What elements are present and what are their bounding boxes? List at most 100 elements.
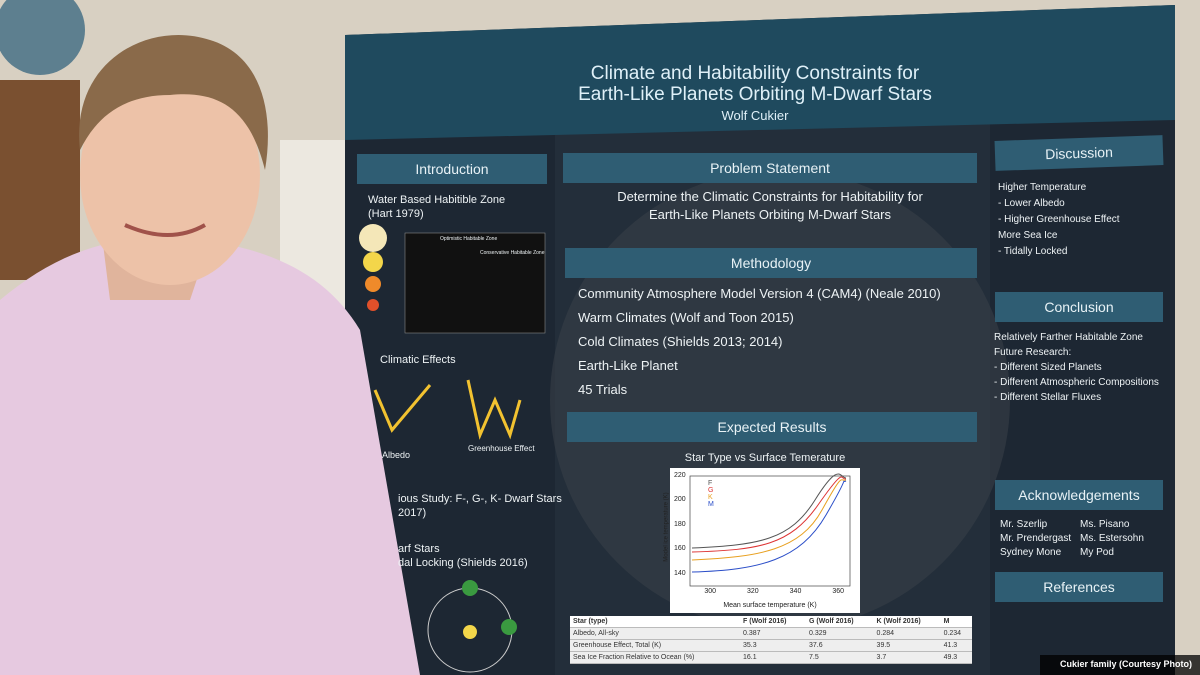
y-tick-label: 200 bbox=[674, 496, 686, 504]
orbit-star bbox=[463, 625, 477, 639]
curve-k bbox=[691, 479, 847, 561]
shirt bbox=[0, 237, 420, 675]
discussion-line: Higher Temperature bbox=[998, 182, 1087, 193]
figure-label: Conservative Habitable Zone bbox=[480, 250, 545, 256]
section-heading: References bbox=[995, 572, 1163, 602]
smile bbox=[124, 223, 206, 237]
intro-item: (Hart 1979) bbox=[368, 208, 424, 220]
earth-image bbox=[550, 170, 1010, 630]
table-cell: 39.5 bbox=[873, 639, 941, 652]
method-item: Warm Climates (Wolf and Toon 2015) bbox=[578, 310, 794, 325]
method-item: Community Atmosphere Model Version 4 (CA… bbox=[578, 286, 941, 301]
section-heading: Introduction bbox=[357, 154, 547, 184]
table-header: G (Wolf 2016) bbox=[806, 616, 874, 628]
table-cell: 3.7 bbox=[873, 651, 941, 664]
problem-line: Earth-Like Planets Orbiting M-Dwarf Star… bbox=[648, 207, 892, 222]
curve-m bbox=[691, 480, 847, 573]
discussion-line: More Sea Ice bbox=[998, 230, 1058, 241]
x-label: Mean surface temperature (K) bbox=[723, 602, 817, 609]
table-row: Sea Ice Fraction Relative to Ocean (%) 16… bbox=[570, 651, 972, 664]
credit-bg bbox=[1040, 655, 1200, 675]
section-heading: Problem Statement bbox=[563, 153, 977, 183]
table-row: Greenhouse Effect, Total (K) 35.3 37.6 39.5… bbox=[570, 639, 972, 652]
star-f bbox=[359, 224, 387, 252]
table-cell: 0.284 bbox=[873, 627, 941, 640]
conclusion-list: Relatively Farther Habitable Zone Future … bbox=[994, 330, 1159, 405]
mdwarf-line: arf Stars bbox=[398, 543, 440, 555]
discussion-list: Higher Temperature - Lower Albedo - Higher… bbox=[998, 180, 1120, 260]
study-line: ious Study: F-, G-, K- Dwarf Stars bbox=[398, 493, 562, 505]
y-tick-label: 220 bbox=[674, 472, 686, 479]
table-cell: Sea Ice Fraction Relative to Ocean (%) bbox=[570, 651, 741, 664]
ack-name: Sydney Mone bbox=[1000, 547, 1062, 558]
globe bbox=[0, 0, 85, 75]
star-k bbox=[365, 276, 381, 292]
curve-f bbox=[691, 473, 847, 549]
conclusion-line: - Different Atmospheric Compositions bbox=[994, 377, 1159, 388]
legend-entry: M bbox=[708, 501, 714, 508]
section-heading: Acknowledgements bbox=[995, 480, 1163, 510]
star-g bbox=[363, 252, 383, 272]
table-cell: 41.3 bbox=[940, 639, 972, 652]
conclusion-line: Future Research: bbox=[994, 347, 1072, 358]
face bbox=[80, 65, 260, 285]
table-cell: 0.329 bbox=[806, 627, 874, 640]
problem-line: Determine the Climatic Constraints for H… bbox=[617, 189, 923, 204]
conclusion-line: Relatively Farther Habitable Zone bbox=[994, 332, 1143, 343]
legend-entry: G bbox=[708, 487, 714, 494]
icon-label: Albedo bbox=[382, 450, 411, 460]
table-cell: Greenhouse Effect, Total (K) bbox=[570, 639, 741, 652]
title-line: Climate and Habitability Constraints for bbox=[590, 63, 920, 84]
section-heading: Expected Results bbox=[567, 412, 977, 442]
table-cell: 16.1 bbox=[740, 651, 806, 664]
discussion-line: - Higher Greenhouse Effect bbox=[998, 214, 1120, 225]
conclusion-line: - Different Stellar Fluxes bbox=[994, 392, 1102, 403]
discussion-line: - Lower Albedo bbox=[998, 198, 1065, 209]
mdwarf-text: arf Stars dal Locking (Shields 2016) bbox=[398, 542, 528, 570]
section-heading: Discussion bbox=[994, 135, 1164, 171]
method-list: Community Atmosphere Model Version 4 (CA… bbox=[578, 282, 941, 402]
curve-g bbox=[691, 476, 847, 553]
problem-text: Determine the Climatic Constraints for H… bbox=[563, 188, 977, 224]
method-item: Cold Climates (Shields 2013; 2014) bbox=[578, 334, 783, 349]
ack-name: Ms. Pisano bbox=[1080, 519, 1130, 530]
shelf bbox=[0, 80, 80, 280]
y-tick-label: 140 bbox=[674, 569, 686, 577]
section-heading: Methodology bbox=[565, 248, 977, 278]
results-table: Star (type) F (Wolf 2016) G (Wolf 2016) K (… bbox=[570, 616, 972, 664]
hair bbox=[79, 34, 268, 170]
section-heading: Conclusion bbox=[995, 292, 1163, 322]
x-tick-label: 320 bbox=[747, 588, 759, 595]
legend-entry: F bbox=[708, 480, 713, 487]
orbit-planet bbox=[501, 619, 517, 635]
table-cell: 35.3 bbox=[740, 639, 806, 652]
table-row: Star (type) F (Wolf 2016) G (Wolf 2016) K (… bbox=[570, 616, 972, 628]
study-line: 2017) bbox=[398, 507, 427, 519]
figure-label: Optimistic Habitable Zone bbox=[440, 236, 498, 242]
y-tick-label: 160 bbox=[674, 545, 686, 553]
discussion-line: - Tidally Locked bbox=[998, 246, 1068, 257]
plot-frame bbox=[689, 475, 851, 587]
orbit-planet bbox=[462, 580, 478, 596]
title-line: Earth-Like Planets Orbiting M-Dwarf Star… bbox=[578, 84, 932, 105]
table-cell: Albedo, All-sky bbox=[570, 627, 741, 640]
intro-text: Water Based Habitible Zone (Hart 1979) bbox=[368, 193, 505, 221]
ack-name: Mr. Szerlip bbox=[1000, 519, 1048, 530]
poster-title: Climate and Habitability Constraints for… bbox=[420, 63, 1090, 126]
hz-figure bbox=[404, 232, 546, 334]
chart-box bbox=[670, 468, 860, 613]
x-tick-label: 300 bbox=[704, 588, 717, 595]
ack-name: Mr. Prendergast bbox=[1000, 533, 1072, 544]
ack-name: Ms. Estersohn bbox=[1080, 533, 1144, 544]
photo-credit: Cukier family (Courtesy Photo) bbox=[1060, 659, 1193, 669]
table-cell: 0.234 bbox=[940, 627, 972, 640]
star-m bbox=[367, 299, 379, 311]
table-row: Albedo, All-sky 0.387 0.329 0.284 0.234 bbox=[570, 627, 972, 640]
table-header: F (Wolf 2016) bbox=[740, 616, 806, 628]
intro-item: Water Based Habitible Zone bbox=[368, 194, 506, 206]
legend-entry: K bbox=[708, 494, 713, 501]
table-header: Star (type) bbox=[570, 616, 741, 628]
method-item: Earth-Like Planet bbox=[578, 358, 678, 373]
greenhouse-icon bbox=[466, 379, 522, 440]
